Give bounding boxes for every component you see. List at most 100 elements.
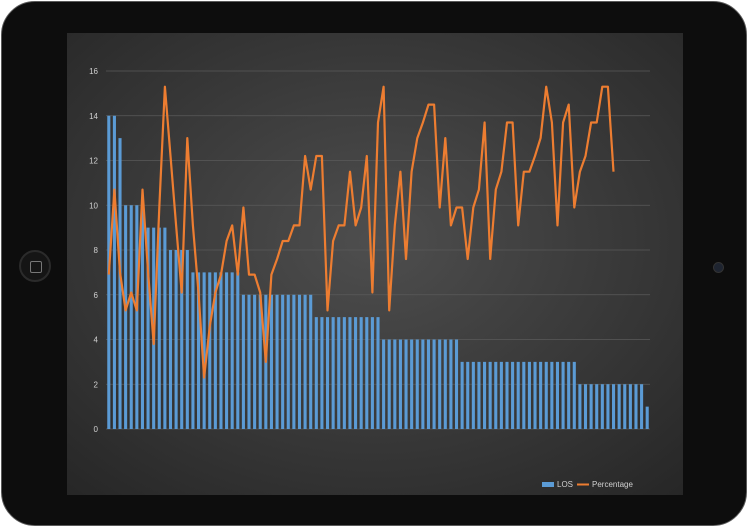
los-bar xyxy=(471,361,475,429)
combo-chart: 0 2 4 6 8 10 12 14 16 LOS Percentage xyxy=(67,33,683,495)
y-tick-label: 8 xyxy=(94,246,99,255)
los-bar xyxy=(376,317,380,429)
los-bar xyxy=(208,272,212,429)
los-bar xyxy=(415,339,419,429)
los-bar xyxy=(202,272,206,429)
y-tick-label: 2 xyxy=(94,380,99,389)
los-bar xyxy=(168,250,173,429)
percentage-line xyxy=(107,85,615,379)
los-bar xyxy=(443,339,447,429)
los-bar xyxy=(438,339,442,429)
los-bar xyxy=(623,384,627,429)
los-bar xyxy=(634,384,638,429)
los-bar xyxy=(522,361,526,429)
los-bar xyxy=(337,317,341,429)
los-bar xyxy=(387,339,391,429)
legend: LOS Percentage xyxy=(542,480,633,489)
tablet-screen: 0 2 4 6 8 10 12 14 16 LOS Percentage xyxy=(67,33,683,495)
los-bar xyxy=(589,384,593,429)
los-bar xyxy=(230,272,234,429)
los-bar xyxy=(309,294,313,429)
los-bar xyxy=(225,272,229,429)
los-bar xyxy=(628,384,632,429)
los-bar xyxy=(572,361,576,429)
los-bar xyxy=(354,317,358,429)
los-bar xyxy=(247,294,251,429)
los-bar xyxy=(477,361,481,429)
los-bar xyxy=(432,339,436,429)
los-bar xyxy=(292,294,296,429)
los-bar xyxy=(258,294,262,429)
los-bar xyxy=(157,227,161,429)
los-bar xyxy=(645,406,649,429)
front-camera-icon xyxy=(713,262,724,273)
los-bar xyxy=(118,138,122,429)
los-bar xyxy=(174,250,178,429)
los-bar xyxy=(617,384,621,429)
los-bar xyxy=(527,361,531,429)
los-bar xyxy=(460,361,464,429)
los-bar xyxy=(219,272,223,429)
los-bar xyxy=(320,317,324,429)
los-bar xyxy=(348,317,352,429)
los-bar xyxy=(185,250,189,429)
los-bars xyxy=(107,115,649,429)
y-axis-ticks: 0 2 4 6 8 10 12 14 16 xyxy=(89,67,98,434)
legend-los-swatch xyxy=(542,482,554,487)
los-bar xyxy=(533,361,537,429)
los-bar xyxy=(342,317,346,429)
los-bar xyxy=(124,205,128,429)
los-bar xyxy=(196,272,201,429)
los-bar xyxy=(163,227,167,429)
los-bar xyxy=(612,384,616,429)
los-bar xyxy=(213,272,217,429)
los-bar xyxy=(146,227,150,429)
los-bar xyxy=(281,294,285,429)
los-bar xyxy=(640,384,644,429)
y-tick-label: 4 xyxy=(94,336,99,345)
los-bar xyxy=(539,361,543,429)
los-bar xyxy=(544,361,548,429)
los-bar xyxy=(516,361,520,429)
los-bar xyxy=(466,361,470,429)
los-bar xyxy=(393,339,397,429)
los-bar xyxy=(550,361,554,429)
los-bar xyxy=(595,384,599,429)
los-bar xyxy=(129,205,133,429)
y-tick-label: 14 xyxy=(89,112,98,121)
home-button[interactable] xyxy=(19,250,51,282)
los-bar xyxy=(404,339,408,429)
los-bar xyxy=(511,361,515,429)
y-tick-label: 6 xyxy=(94,291,99,300)
los-bar xyxy=(275,294,279,429)
los-bar xyxy=(421,339,425,429)
los-bar xyxy=(398,339,402,429)
los-bar xyxy=(449,339,453,429)
los-bar xyxy=(314,317,318,429)
los-bar xyxy=(370,317,374,429)
los-bar xyxy=(135,205,139,429)
los-bar xyxy=(454,339,459,429)
los-bar xyxy=(600,384,604,429)
los-bar xyxy=(583,384,588,429)
los-bar xyxy=(505,361,509,429)
y-tick-label: 16 xyxy=(89,67,98,76)
los-bar xyxy=(253,294,257,429)
los-bar xyxy=(286,294,290,429)
y-tick-label: 12 xyxy=(89,157,98,166)
los-bar xyxy=(578,384,582,429)
los-bar xyxy=(236,272,240,429)
los-bar xyxy=(331,317,335,429)
y-tick-label: 10 xyxy=(89,201,98,210)
los-bar xyxy=(269,294,273,429)
los-bar xyxy=(488,361,492,429)
los-bar xyxy=(606,384,610,429)
los-bar xyxy=(325,317,330,429)
los-bar xyxy=(382,339,386,429)
los-bar xyxy=(561,361,565,429)
legend-percentage-label: Percentage xyxy=(592,480,633,489)
los-bar xyxy=(241,294,245,429)
los-bar xyxy=(297,294,302,429)
los-bar xyxy=(180,250,184,429)
y-tick-label: 0 xyxy=(94,425,99,434)
